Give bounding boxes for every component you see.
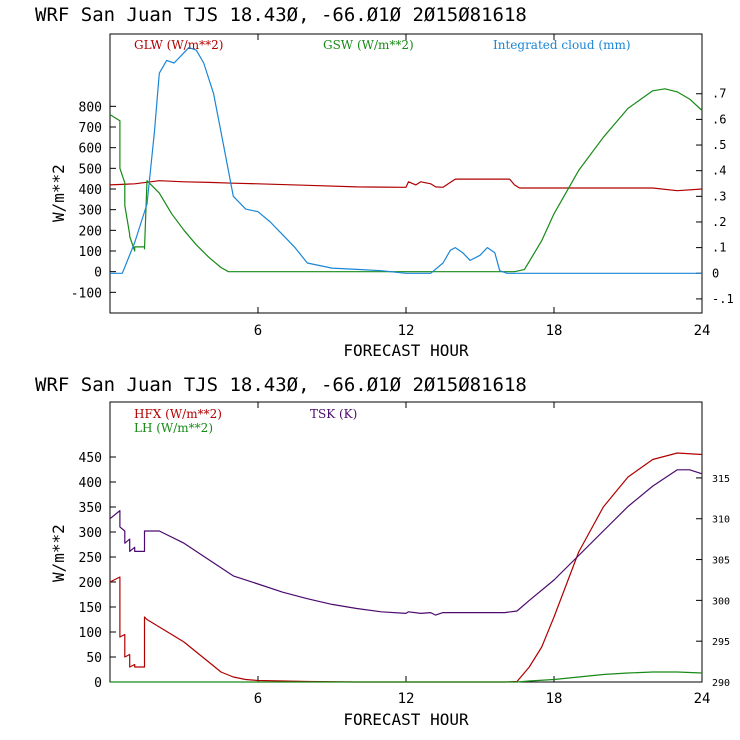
bottom-y-tick-label: 150	[79, 601, 102, 616]
top-y-axis: -100 0 100 200 300 400 500 600 700 800	[71, 100, 116, 301]
top-y2-tick-label: .3	[712, 189, 726, 203]
bottom-series-lh-line	[110, 671, 703, 683]
top-x-tick-label: 6	[254, 323, 262, 339]
bottom-y-tick-label: 350	[79, 501, 102, 516]
bottom-series-hfx-line	[109, 452, 703, 683]
top-x-axis: 6 12 18 24	[109, 34, 711, 339]
bottom-y2-tick-label: 310	[712, 515, 730, 526]
top-y-tick-label: 400	[79, 183, 102, 198]
top-legend-gsw: GSW (W/m**2)	[323, 38, 414, 52]
bottom-y-axis: 0 50 100 150 200 250 300 350 400 450	[79, 451, 116, 691]
bottom-chart-title: WRF San Juan TJS 18.43Ø, -66.Ø1Ø 2Ø15Ø81…	[35, 374, 527, 396]
bottom-y2-tick-label: 295	[712, 637, 730, 648]
top-y2-tick-label: .5	[712, 138, 726, 152]
bottom-series-tsk-line	[109, 469, 703, 616]
top-y2-tick-label: .2	[712, 215, 726, 229]
bottom-x-tick-label: 24	[694, 691, 711, 707]
top-y-tick-label: 600	[79, 142, 102, 157]
bottom-y-tick-label: 250	[79, 551, 102, 566]
bottom-series-group	[109, 452, 703, 683]
bottom-x-tick-label: 18	[546, 691, 563, 707]
top-chart-title: WRF San Juan TJS 18.43Ø, -66.Ø1Ø 2Ø15Ø81…	[35, 4, 527, 26]
bottom-x-axis-label: FORECAST HOUR	[343, 710, 469, 729]
bottom-legend-tsk: TSK (K)	[310, 407, 357, 421]
bottom-y-tick-label: 200	[79, 576, 102, 591]
top-x-axis-label: FORECAST HOUR	[343, 341, 469, 360]
bottom-plot-frame	[109, 401, 703, 683]
top-y-tick-label: 0	[94, 266, 102, 281]
top-x-tick-label: 12	[398, 323, 415, 339]
top-y2-tick-label: -.1	[712, 292, 734, 306]
top-y2-tick-label: 0	[712, 266, 719, 280]
top-x-tick-label: 18	[546, 323, 563, 339]
top-y-tick-label: 800	[79, 100, 102, 115]
top-x-tick-label: 24	[694, 323, 711, 339]
bottom-y2-axis: 290 295 300 305 310 315	[696, 474, 730, 689]
top-y-axis-label: W/m**2	[49, 164, 68, 222]
bottom-legend-hfx: HFX (W/m**2)	[134, 407, 222, 421]
bottom-y-tick-label: 400	[79, 476, 102, 491]
bottom-y-tick-label: 100	[79, 626, 102, 641]
top-y-tick-label: 500	[79, 162, 102, 177]
bottom-y-tick-label: 50	[86, 651, 102, 666]
bottom-y2-tick-label: 305	[712, 556, 730, 567]
top-y-tick-label: 700	[79, 121, 102, 136]
bottom-y-tick-label: 450	[79, 451, 102, 466]
top-legend-glw: GLW (W/m**2)	[134, 38, 223, 52]
top-y2-tick-label: .6	[712, 112, 726, 126]
bottom-x-tick-label: 12	[398, 691, 415, 707]
bottom-y2-tick-label: 315	[712, 474, 730, 485]
top-y-tick-label: 300	[79, 204, 102, 219]
bottom-y-axis-label: W/m**2	[49, 524, 68, 582]
top-series-group	[109, 46, 703, 274]
bottom-x-tick-label: 6	[254, 691, 262, 707]
top-y-tick-label: 100	[79, 245, 102, 260]
top-y2-tick-label: .7	[712, 87, 726, 101]
top-y-tick-label: 200	[79, 224, 102, 239]
bottom-panel: WRF San Juan TJS 18.43Ø, -66.Ø1Ø 2Ø15Ø81…	[35, 374, 730, 729]
bottom-y-tick-label: 300	[79, 526, 102, 541]
bottom-y-tick-label: 0	[94, 676, 102, 691]
top-series-gsw-line	[109, 88, 703, 273]
bottom-x-axis: 6 12 18 24	[109, 402, 711, 707]
bottom-legend-lh: LH (W/m**2)	[134, 421, 213, 435]
top-legend-cloud: Integrated cloud (mm)	[493, 38, 631, 52]
bottom-y2-tick-label: 300	[712, 596, 730, 607]
top-y-tick-label: -100	[71, 286, 102, 301]
top-y2-tick-label: .1	[712, 241, 726, 255]
top-series-glw-line	[109, 178, 703, 192]
top-panel: WRF San Juan TJS 18.43Ø, -66.Ø1Ø 2Ø15Ø81…	[35, 4, 734, 360]
top-y2-axis: -.1 0 .1 .2 .3 .4 .5 .6 .7	[696, 87, 734, 306]
top-y2-tick-label: .4	[712, 164, 726, 178]
top-series-cloud-line	[110, 46, 702, 274]
bottom-y2-tick-label: 290	[712, 678, 730, 689]
